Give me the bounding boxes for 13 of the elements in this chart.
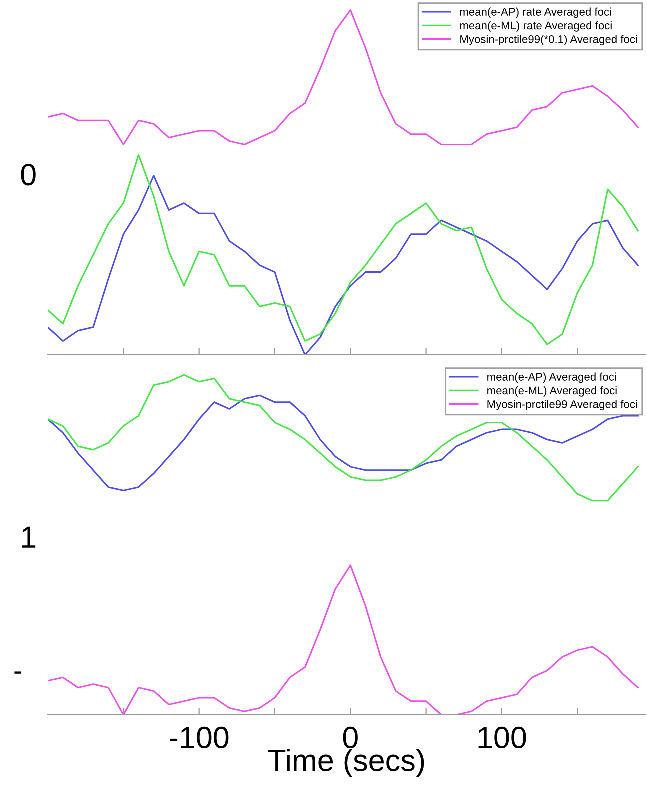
y-axis-title: 0 — [21, 164, 36, 186]
legend-label: mean(e-AP) Averaged foci — [488, 372, 616, 384]
x-axis-title: Time (secs) — [268, 749, 424, 778]
legend-label: mean(e-ML) Averaged foci — [488, 386, 617, 397]
text: - — [14, 672, 22, 674]
x-tick-label: 0 — [343, 726, 358, 749]
legend-label: Myosin-prctile99(*0.1) Averaged foci — [460, 35, 638, 46]
x-tick-label: 100 — [478, 726, 526, 749]
legend-label: Myosin-prctile99 Averaged foci — [488, 400, 638, 411]
y-axis-title: 1 — [22, 526, 36, 548]
legend-label: mean(e-ML) rate Averaged foci — [460, 21, 612, 32]
legend-label: mean(e-AP) rate Averaged foci — [460, 8, 612, 18]
x-tick-label: -100 — [170, 726, 229, 749]
